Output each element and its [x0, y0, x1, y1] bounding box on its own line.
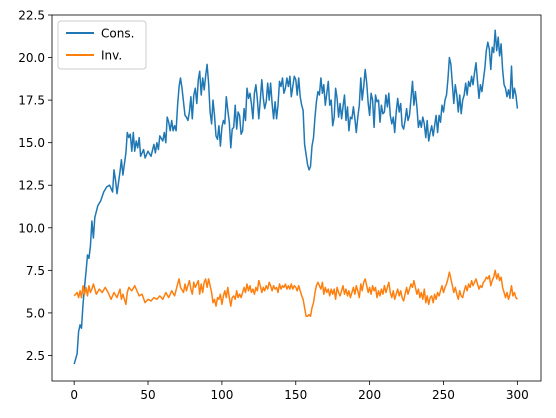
- axes-frame: [51, 14, 542, 382]
- x-tick-label: 50: [140, 388, 155, 402]
- x-tick-label: 0: [70, 388, 78, 402]
- x-tick-label: 100: [210, 388, 233, 402]
- y-tick-label: 12.5: [18, 179, 45, 193]
- legend-label-cons: Cons.: [101, 27, 134, 41]
- x-tick-label: 150: [284, 388, 307, 402]
- y-tick-label: 7.5: [26, 264, 45, 278]
- legend-label-inv: Inv.: [101, 49, 122, 63]
- y-tick-label: 10.0: [18, 221, 45, 235]
- x-tick-label: 200: [358, 388, 381, 402]
- y-tick-label: 5.0: [26, 306, 45, 320]
- series-line-cons: [73, 29, 519, 365]
- series-line-inv: [73, 269, 518, 318]
- x-tick-label: 300: [506, 388, 529, 402]
- y-tick-label: 17.5: [18, 94, 45, 108]
- y-tick-label: 15.0: [18, 136, 45, 150]
- plot-lines: [73, 29, 519, 365]
- y-tick-label: 20.0: [18, 51, 45, 65]
- y-tick-label: 22.5: [18, 9, 45, 23]
- x-tick-label: 250: [432, 388, 455, 402]
- y-tick-label: 2.5: [26, 349, 45, 363]
- legend: Cons. Inv.: [57, 20, 147, 70]
- y-axis: 2.5 5.0 7.5 10.0 12.5 15.0 17.5 20.0 22.5: [18, 9, 52, 363]
- x-axis: 0 50 100 150 200 250 300: [70, 381, 529, 402]
